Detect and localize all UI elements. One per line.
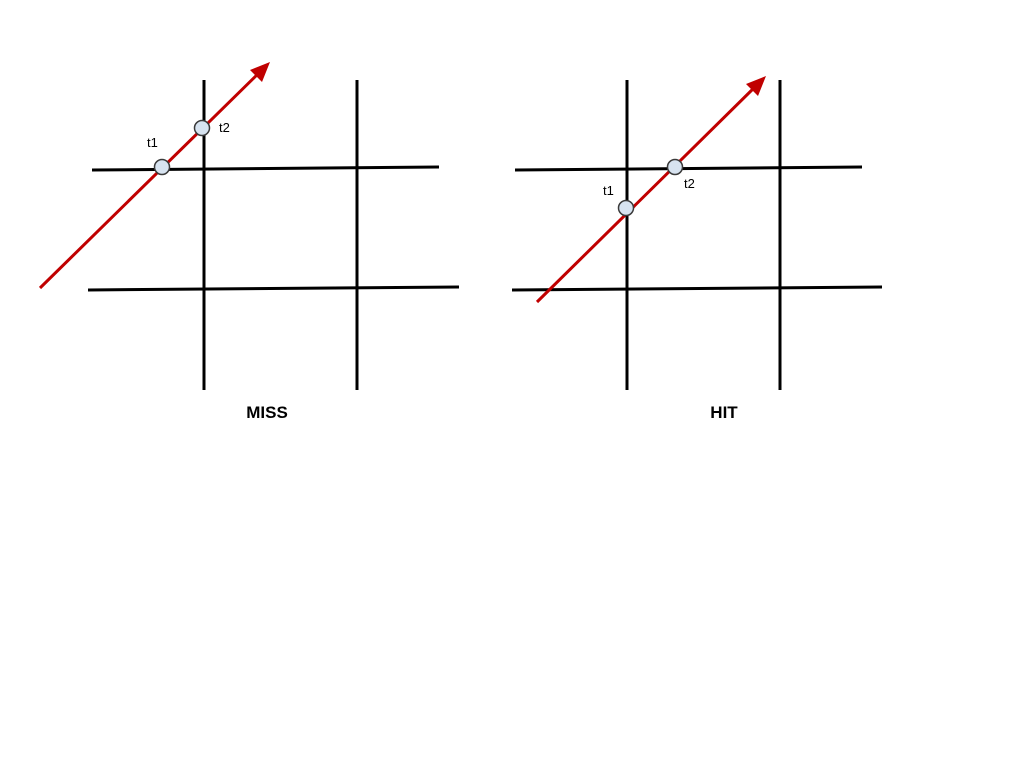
hit-panel: t1 t2 HIT bbox=[511, 76, 883, 422]
miss-panel: t1 t2 MISS bbox=[38, 62, 460, 422]
hit-grid-horizontal-bottom bbox=[511, 285, 883, 292]
hit-caption: HIT bbox=[710, 403, 738, 422]
miss-grid-horizontal-bottom bbox=[87, 285, 460, 292]
miss-point-t2-label: t2 bbox=[219, 120, 230, 135]
hit-ray-arrowhead bbox=[746, 76, 766, 96]
miss-ray-arrowhead bbox=[250, 62, 270, 82]
hit-point-t1-label: t1 bbox=[603, 183, 614, 198]
hit-grid bbox=[511, 80, 883, 390]
hit-point-t2-label: t2 bbox=[684, 176, 695, 191]
miss-point-t1 bbox=[153, 158, 171, 176]
miss-grid-horizontal-top bbox=[91, 165, 440, 172]
hit-point-t1 bbox=[617, 199, 635, 217]
hit-grid-horizontal-top bbox=[514, 165, 863, 172]
hit-point-t2 bbox=[666, 158, 684, 176]
miss-ray-arrow bbox=[38, 64, 268, 290]
miss-point-t1-label: t1 bbox=[147, 135, 158, 150]
miss-point-t2 bbox=[193, 119, 211, 137]
hit-ray-arrow bbox=[535, 80, 762, 304]
miss-grid bbox=[87, 80, 460, 390]
miss-caption: MISS bbox=[246, 403, 288, 422]
